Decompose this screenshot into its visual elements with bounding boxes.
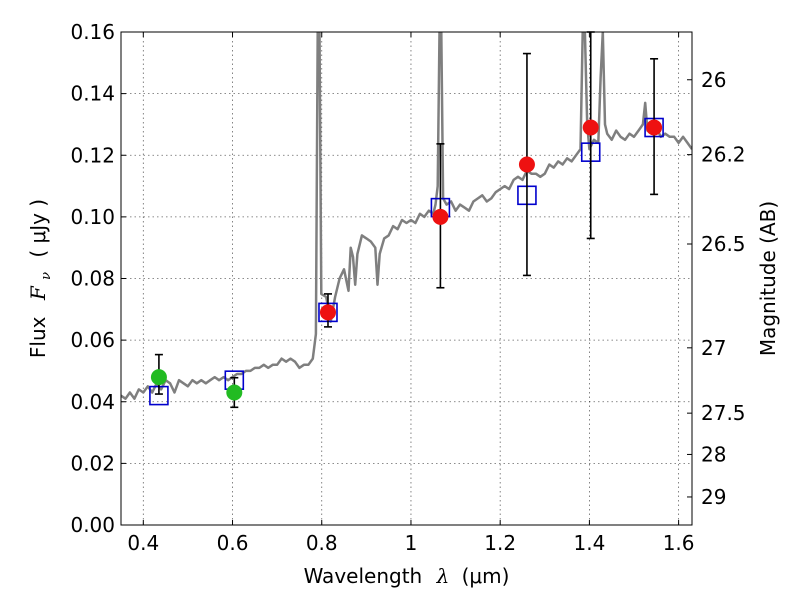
red-data-point <box>518 156 535 173</box>
data-points <box>150 119 663 401</box>
green-data-point <box>226 384 243 401</box>
y-tick-label: 0.00 <box>70 513 115 537</box>
axis-ticks: 0.4 0.6 0.8 1 1.2 1.4 1.6 0.00 0.02 0.04 0.06 0.08 0… <box>70 20 745 555</box>
red-data-point <box>432 208 449 225</box>
y2-tick-label: 27 <box>701 336 726 360</box>
y2-tick-label: 26.5 <box>701 232 746 256</box>
x-tick-label: 1.4 <box>573 531 605 555</box>
x-tick-label: 1.6 <box>663 531 695 555</box>
y2-tick-label: 28 <box>701 442 726 466</box>
y-tick-label: 0.12 <box>70 143 115 167</box>
y-axis-label: Flux F ν ( μJy ) <box>26 199 55 358</box>
y-tick-label: 0.14 <box>70 82 115 106</box>
red-data-point <box>319 304 336 321</box>
y2-tick-label: 26.2 <box>701 143 746 167</box>
y2-tick-label: 29 <box>701 485 726 509</box>
x-tick-label: 0.4 <box>127 531 159 555</box>
x-tick-label: 0.8 <box>306 531 338 555</box>
green-data-point <box>150 369 167 386</box>
y2-tick-label: 27.5 <box>701 401 746 425</box>
y-tick-label: 0.06 <box>70 328 115 352</box>
red-data-point <box>646 119 663 136</box>
x-tick-label: 1.2 <box>484 531 516 555</box>
y-tick-label: 0.04 <box>70 390 115 414</box>
y-tick-label: 0.16 <box>70 20 115 44</box>
red-data-point <box>582 119 599 136</box>
y-tick-label: 0.08 <box>70 267 115 291</box>
x-tick-label: 1 <box>405 531 418 555</box>
y-tick-label: 0.10 <box>70 205 115 229</box>
x-axis-label: Wavelength λ (μm) <box>304 564 510 588</box>
grid-lines <box>121 31 692 526</box>
y2-axis-label: Magnitude (AB) <box>756 201 780 356</box>
y-tick-label: 0.02 <box>70 451 115 475</box>
y2-tick-label: 26 <box>701 68 726 92</box>
x-tick-label: 0.6 <box>217 531 249 555</box>
